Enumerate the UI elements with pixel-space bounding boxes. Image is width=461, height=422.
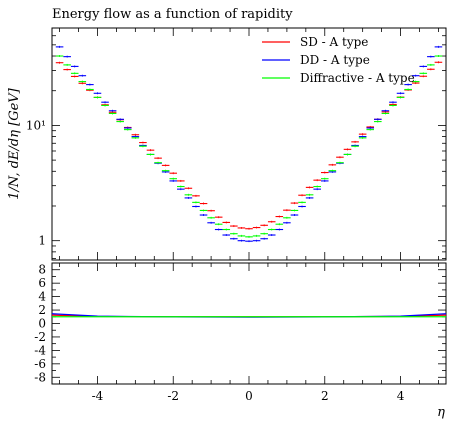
ratio-y-tick-label: -4 (34, 343, 46, 357)
main-plot-ticks: 1 10¹ (26, 27, 446, 260)
ratio-plot-series (51, 313, 447, 318)
x-tick-label: 0 (245, 389, 253, 403)
series-diffractive-a-type (55, 55, 443, 238)
ratio-y-tick-label: 8 (38, 263, 46, 277)
x-tick-label: 4 (397, 389, 405, 403)
main-y-axis-label: 1/N, dE/dη [GeV] (7, 87, 22, 199)
legend: SD - A type DD - A type Diffractive - A … (262, 35, 415, 85)
ratio-y-tick-label: 0 (38, 317, 46, 331)
ratio-plot-frame (51, 262, 447, 385)
x-axis-label: η (437, 405, 445, 420)
x-tick-label: 2 (321, 389, 329, 403)
main-plot-frame (51, 27, 447, 261)
ratio-y-tick-label: -8 (34, 370, 46, 384)
chart-title: Energy flow as a function of rapidity (52, 7, 293, 22)
main-plot-series (55, 45, 443, 243)
ratio-y-tick-label: 6 (38, 276, 46, 290)
main-plot: 1 10¹ 1/N, dE/dη [GeV] SD - A type DD - A… (7, 27, 447, 261)
ratio-y-tick-label: -2 (34, 330, 46, 344)
x-tick-label: -4 (92, 389, 104, 403)
legend-label-dd: DD - A type (300, 53, 370, 67)
ratio-y-tick-label: -6 (34, 357, 46, 371)
ratio-y-tick-label: 2 (38, 303, 46, 317)
legend-label-diffractive: Diffractive - A type (300, 71, 415, 85)
series-dd-a-type (55, 45, 443, 243)
series-sd-a-type (55, 61, 443, 230)
main-y-tick-label: 1 (38, 234, 46, 248)
main-y-tick-label: 10¹ (26, 118, 46, 132)
legend-label-sd: SD - A type (300, 35, 368, 49)
ratio-y-tick-label: 4 (38, 290, 46, 304)
x-tick-label: -2 (167, 389, 179, 403)
